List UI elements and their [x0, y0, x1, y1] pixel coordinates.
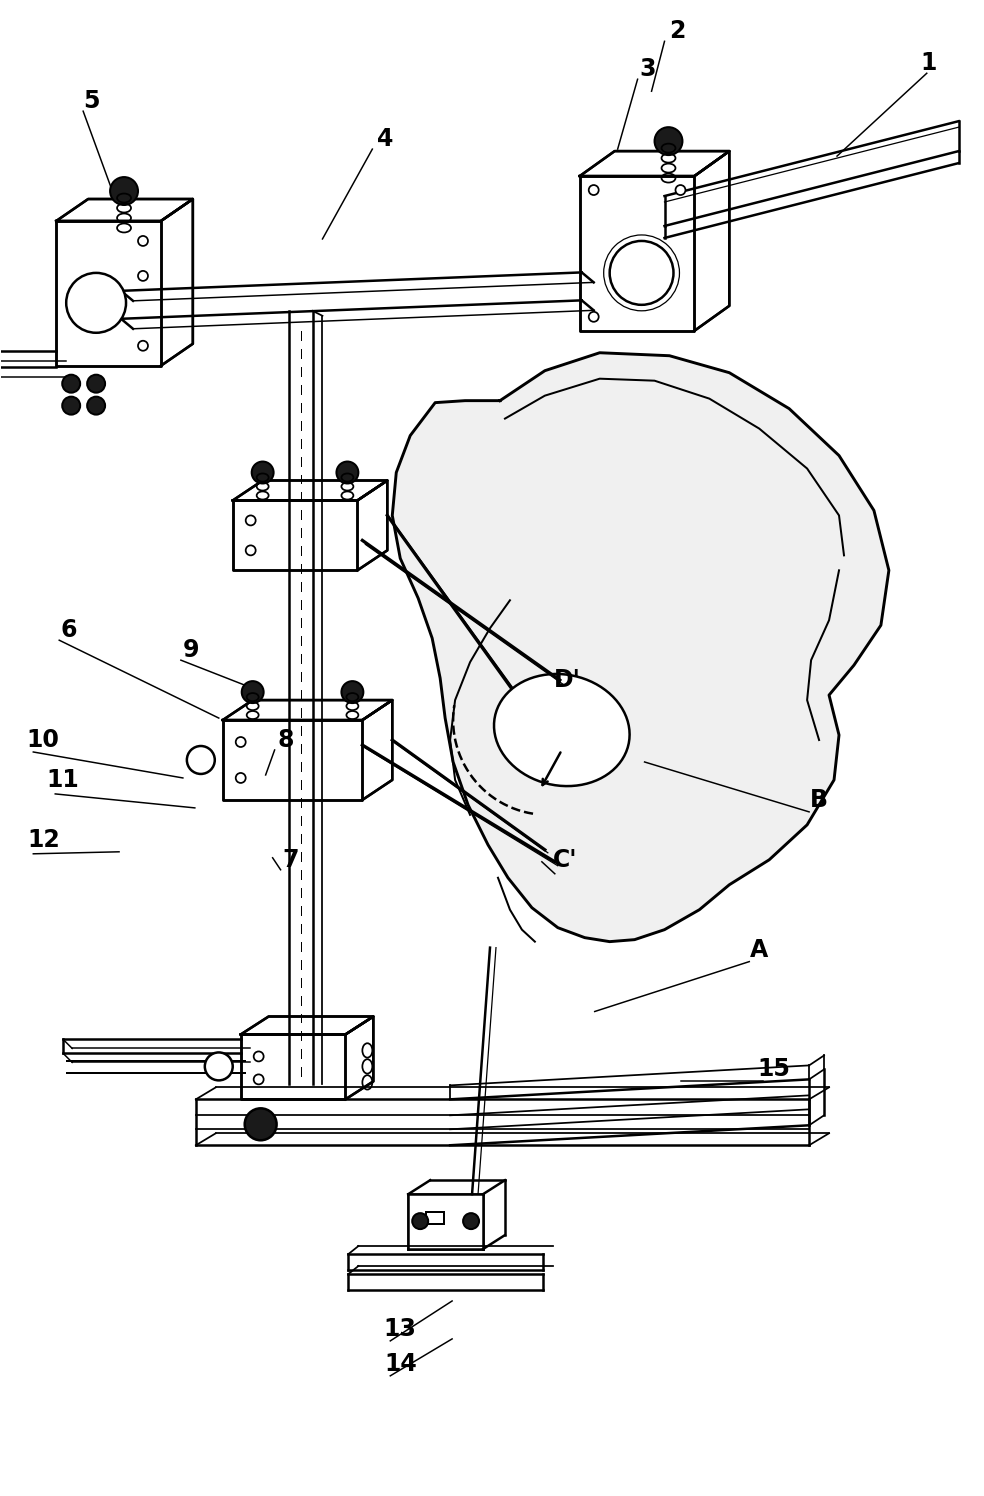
Text: C': C'	[553, 848, 577, 872]
Text: 9: 9	[183, 639, 199, 663]
Circle shape	[337, 462, 358, 483]
Text: A: A	[750, 938, 769, 962]
Text: 6: 6	[61, 618, 78, 642]
Circle shape	[138, 236, 148, 245]
Polygon shape	[56, 221, 161, 365]
Circle shape	[62, 374, 80, 392]
Text: 13: 13	[384, 1316, 416, 1340]
Text: 10: 10	[27, 729, 60, 752]
Polygon shape	[408, 1194, 483, 1249]
Circle shape	[341, 681, 363, 703]
Text: D': D'	[554, 669, 582, 693]
Circle shape	[252, 462, 274, 483]
Circle shape	[588, 186, 598, 194]
Circle shape	[246, 546, 256, 555]
Circle shape	[246, 516, 256, 525]
Circle shape	[110, 177, 138, 205]
Circle shape	[254, 1074, 264, 1085]
Polygon shape	[241, 1034, 345, 1100]
Circle shape	[245, 1109, 277, 1140]
Text: 11: 11	[47, 767, 80, 791]
Bar	[426, 1212, 444, 1224]
Circle shape	[463, 1213, 479, 1230]
Circle shape	[242, 681, 264, 703]
Circle shape	[205, 1052, 233, 1080]
Polygon shape	[393, 353, 889, 941]
Circle shape	[654, 127, 683, 156]
Polygon shape	[494, 675, 630, 785]
Polygon shape	[580, 177, 695, 331]
Text: 1: 1	[921, 51, 937, 75]
Text: 2: 2	[669, 19, 686, 43]
Text: 15: 15	[758, 1058, 790, 1082]
Circle shape	[62, 396, 80, 414]
Text: 4: 4	[377, 127, 394, 151]
Circle shape	[187, 747, 215, 773]
Polygon shape	[233, 501, 357, 570]
Circle shape	[412, 1213, 428, 1230]
Circle shape	[254, 1052, 264, 1062]
Text: B: B	[810, 788, 829, 812]
Text: 12: 12	[27, 827, 60, 851]
Text: 3: 3	[640, 57, 655, 81]
Circle shape	[236, 738, 246, 747]
Circle shape	[138, 271, 148, 281]
Circle shape	[675, 186, 686, 194]
Circle shape	[588, 311, 598, 322]
Text: 8: 8	[277, 729, 294, 752]
Circle shape	[88, 374, 105, 392]
Circle shape	[236, 773, 246, 782]
Circle shape	[138, 341, 148, 350]
Circle shape	[66, 272, 126, 332]
Text: 5: 5	[83, 90, 99, 114]
Text: 7: 7	[282, 848, 299, 872]
Circle shape	[88, 396, 105, 414]
Polygon shape	[222, 720, 362, 800]
Text: 14: 14	[384, 1352, 416, 1376]
Circle shape	[610, 241, 673, 305]
